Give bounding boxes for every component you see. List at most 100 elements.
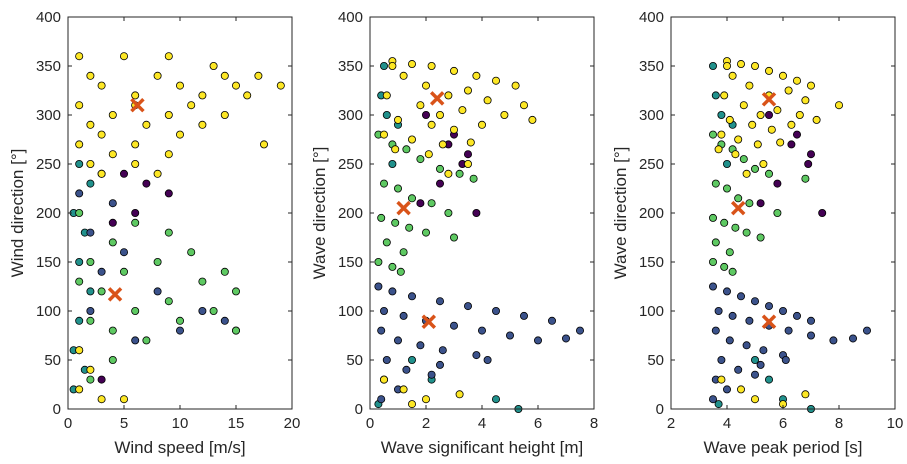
x-tick-label: 15 (228, 415, 245, 432)
data-point (435, 297, 444, 306)
data-point (765, 169, 774, 178)
data-point (751, 62, 760, 71)
data-point (449, 233, 458, 242)
data-point (75, 385, 84, 394)
x-tick-label: 8 (835, 415, 843, 432)
centroid-marker (429, 91, 445, 106)
data-point (737, 292, 746, 301)
data-point (500, 111, 509, 120)
data-point (120, 267, 129, 276)
data-point (807, 150, 816, 159)
data-point (745, 316, 754, 325)
data-point (455, 169, 464, 178)
data-point (388, 262, 397, 271)
data-point (86, 228, 95, 237)
y-tick-label: 50 (647, 352, 664, 369)
data-point (399, 71, 408, 80)
data-point (374, 282, 383, 291)
data-point (463, 86, 472, 95)
data-point (97, 375, 106, 384)
data-point (396, 267, 405, 276)
data-point (737, 60, 746, 69)
data-point (723, 184, 732, 193)
data-point (187, 248, 196, 257)
data-point (120, 395, 129, 404)
y-tick-label: 300 (338, 107, 363, 124)
data-point (421, 228, 430, 237)
data-point (97, 267, 106, 276)
data-point (164, 111, 173, 120)
data-point (472, 208, 481, 217)
data-point (793, 130, 802, 139)
data-point (416, 199, 425, 208)
data-point (444, 208, 453, 217)
data-point (407, 355, 416, 364)
data-point (427, 199, 436, 208)
centroid-marker (396, 200, 411, 216)
data-point (86, 179, 95, 188)
data-point (399, 248, 408, 257)
data-point (393, 336, 402, 345)
data-point (75, 159, 84, 168)
data-point (720, 91, 729, 100)
data-point (142, 120, 151, 129)
data-point (75, 316, 84, 325)
data-point (723, 385, 732, 394)
data-point (717, 130, 726, 139)
data-point (153, 71, 162, 80)
x-tick-label: 4 (723, 415, 731, 432)
data-point (714, 145, 723, 154)
data-point (709, 130, 718, 139)
data-point (108, 355, 117, 364)
data-point (444, 169, 453, 178)
data-point (765, 375, 774, 384)
y-tick-label: 300 (639, 107, 664, 124)
data-point (120, 169, 129, 178)
data-point (407, 400, 416, 409)
data-point (382, 91, 391, 100)
data-point (781, 355, 790, 364)
y-tick-label: 350 (338, 58, 363, 75)
x-tick-label: 0 (366, 415, 374, 432)
data-point (765, 111, 774, 120)
data-point (728, 311, 737, 320)
y-tick-label: 150 (36, 254, 61, 271)
data-point (75, 257, 84, 266)
data-point (86, 306, 95, 315)
data-point (142, 179, 151, 188)
data-point (720, 218, 729, 227)
data-point (739, 101, 748, 110)
data-point (505, 331, 514, 340)
data-point (776, 138, 785, 147)
data-point (477, 326, 486, 335)
y-tick-label: 250 (639, 156, 664, 173)
data-point (209, 62, 218, 71)
data-point (725, 115, 734, 124)
x-axis-label: Wave peak period [s] (703, 438, 862, 457)
data-point (131, 306, 140, 315)
data-point (75, 277, 84, 286)
y-tick-label: 200 (639, 205, 664, 222)
data-point (765, 66, 774, 75)
data-point (483, 355, 492, 364)
data-point (466, 138, 475, 147)
x-axis-label: Wind speed [m/s] (114, 438, 245, 457)
data-point (276, 81, 285, 90)
data-point (709, 395, 718, 404)
data-point (86, 120, 95, 129)
centroid-marker (761, 92, 777, 107)
data-point (717, 355, 726, 364)
data-point (131, 218, 140, 227)
data-point (534, 336, 543, 345)
y-tick-label: 150 (338, 254, 363, 271)
data-point (765, 302, 774, 311)
data-point (86, 257, 95, 266)
data-point (725, 248, 734, 257)
data-point (714, 306, 723, 315)
data-point (131, 140, 140, 149)
data-point (153, 287, 162, 296)
data-point (435, 164, 444, 173)
data-point (562, 334, 571, 343)
data-point (379, 179, 388, 188)
